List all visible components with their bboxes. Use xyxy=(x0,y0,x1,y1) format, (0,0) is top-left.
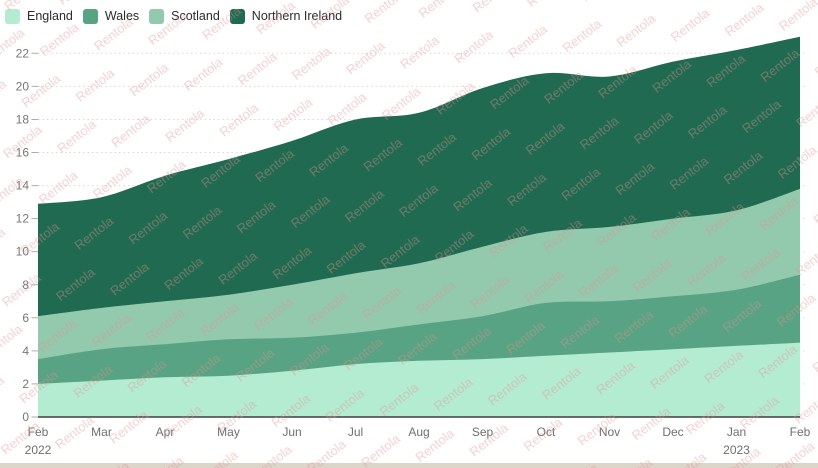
x-axis-label-may: May xyxy=(217,425,240,439)
legend-swatch xyxy=(5,9,20,24)
legend: England Wales Scotland Northern Ireland xyxy=(5,9,342,24)
y-axis-label-14: 14 xyxy=(16,179,30,193)
legend-label: Northern Ireland xyxy=(251,9,343,23)
area-series[interactable] xyxy=(38,36,800,418)
legend-item-scotland[interactable]: Scotland xyxy=(149,9,220,24)
x-axis-label-dec: Dec xyxy=(662,425,683,439)
x-axis-label-nov: Nov xyxy=(599,425,620,439)
y-axis-label-0: 0 xyxy=(22,410,29,424)
x-axis-label-sep: Sep xyxy=(472,425,494,439)
y-axis-label-4: 4 xyxy=(22,344,29,358)
x-axis-label-feb-2022: Feb 2022 xyxy=(25,425,52,457)
x-axis-label-jul: Jul xyxy=(348,425,363,439)
x-axis-label-jan-2023: Jan 2023 xyxy=(723,425,750,457)
legend-item-northern-ireland[interactable]: Northern Ireland xyxy=(229,9,343,24)
y-axis-label-6: 6 xyxy=(22,311,29,325)
legend-label: England xyxy=(27,9,73,23)
x-axis-label-aug: Aug xyxy=(408,425,429,439)
legend-item-england[interactable]: England xyxy=(5,9,73,24)
y-axis-label-8: 8 xyxy=(22,278,29,292)
legend-label: Wales xyxy=(104,9,140,23)
x-axis-label-feb: Feb xyxy=(790,425,811,439)
y-axis-label-20: 20 xyxy=(16,79,30,93)
y-axis-label-12: 12 xyxy=(16,212,30,226)
legend-item-wales[interactable]: Wales xyxy=(82,9,140,24)
y-axis-label-18: 18 xyxy=(16,113,30,127)
y-axis-label-22: 22 xyxy=(16,46,30,60)
legend-swatch xyxy=(82,9,98,24)
legend-swatch xyxy=(229,9,245,24)
legend-swatch xyxy=(149,9,165,24)
y-axis-label-16: 16 xyxy=(16,146,30,160)
y-axis-label-10: 10 xyxy=(16,245,30,259)
bottom-border xyxy=(0,463,818,468)
legend-label: Scotland xyxy=(171,9,220,23)
x-axis-label-apr: Apr xyxy=(156,425,175,439)
x-axis-label-jun: Jun xyxy=(282,425,301,439)
x-axis-label-mar: Mar xyxy=(91,425,112,439)
x-axis-label-oct: Oct xyxy=(537,425,556,439)
y-axis-label-2: 2 xyxy=(22,377,29,391)
